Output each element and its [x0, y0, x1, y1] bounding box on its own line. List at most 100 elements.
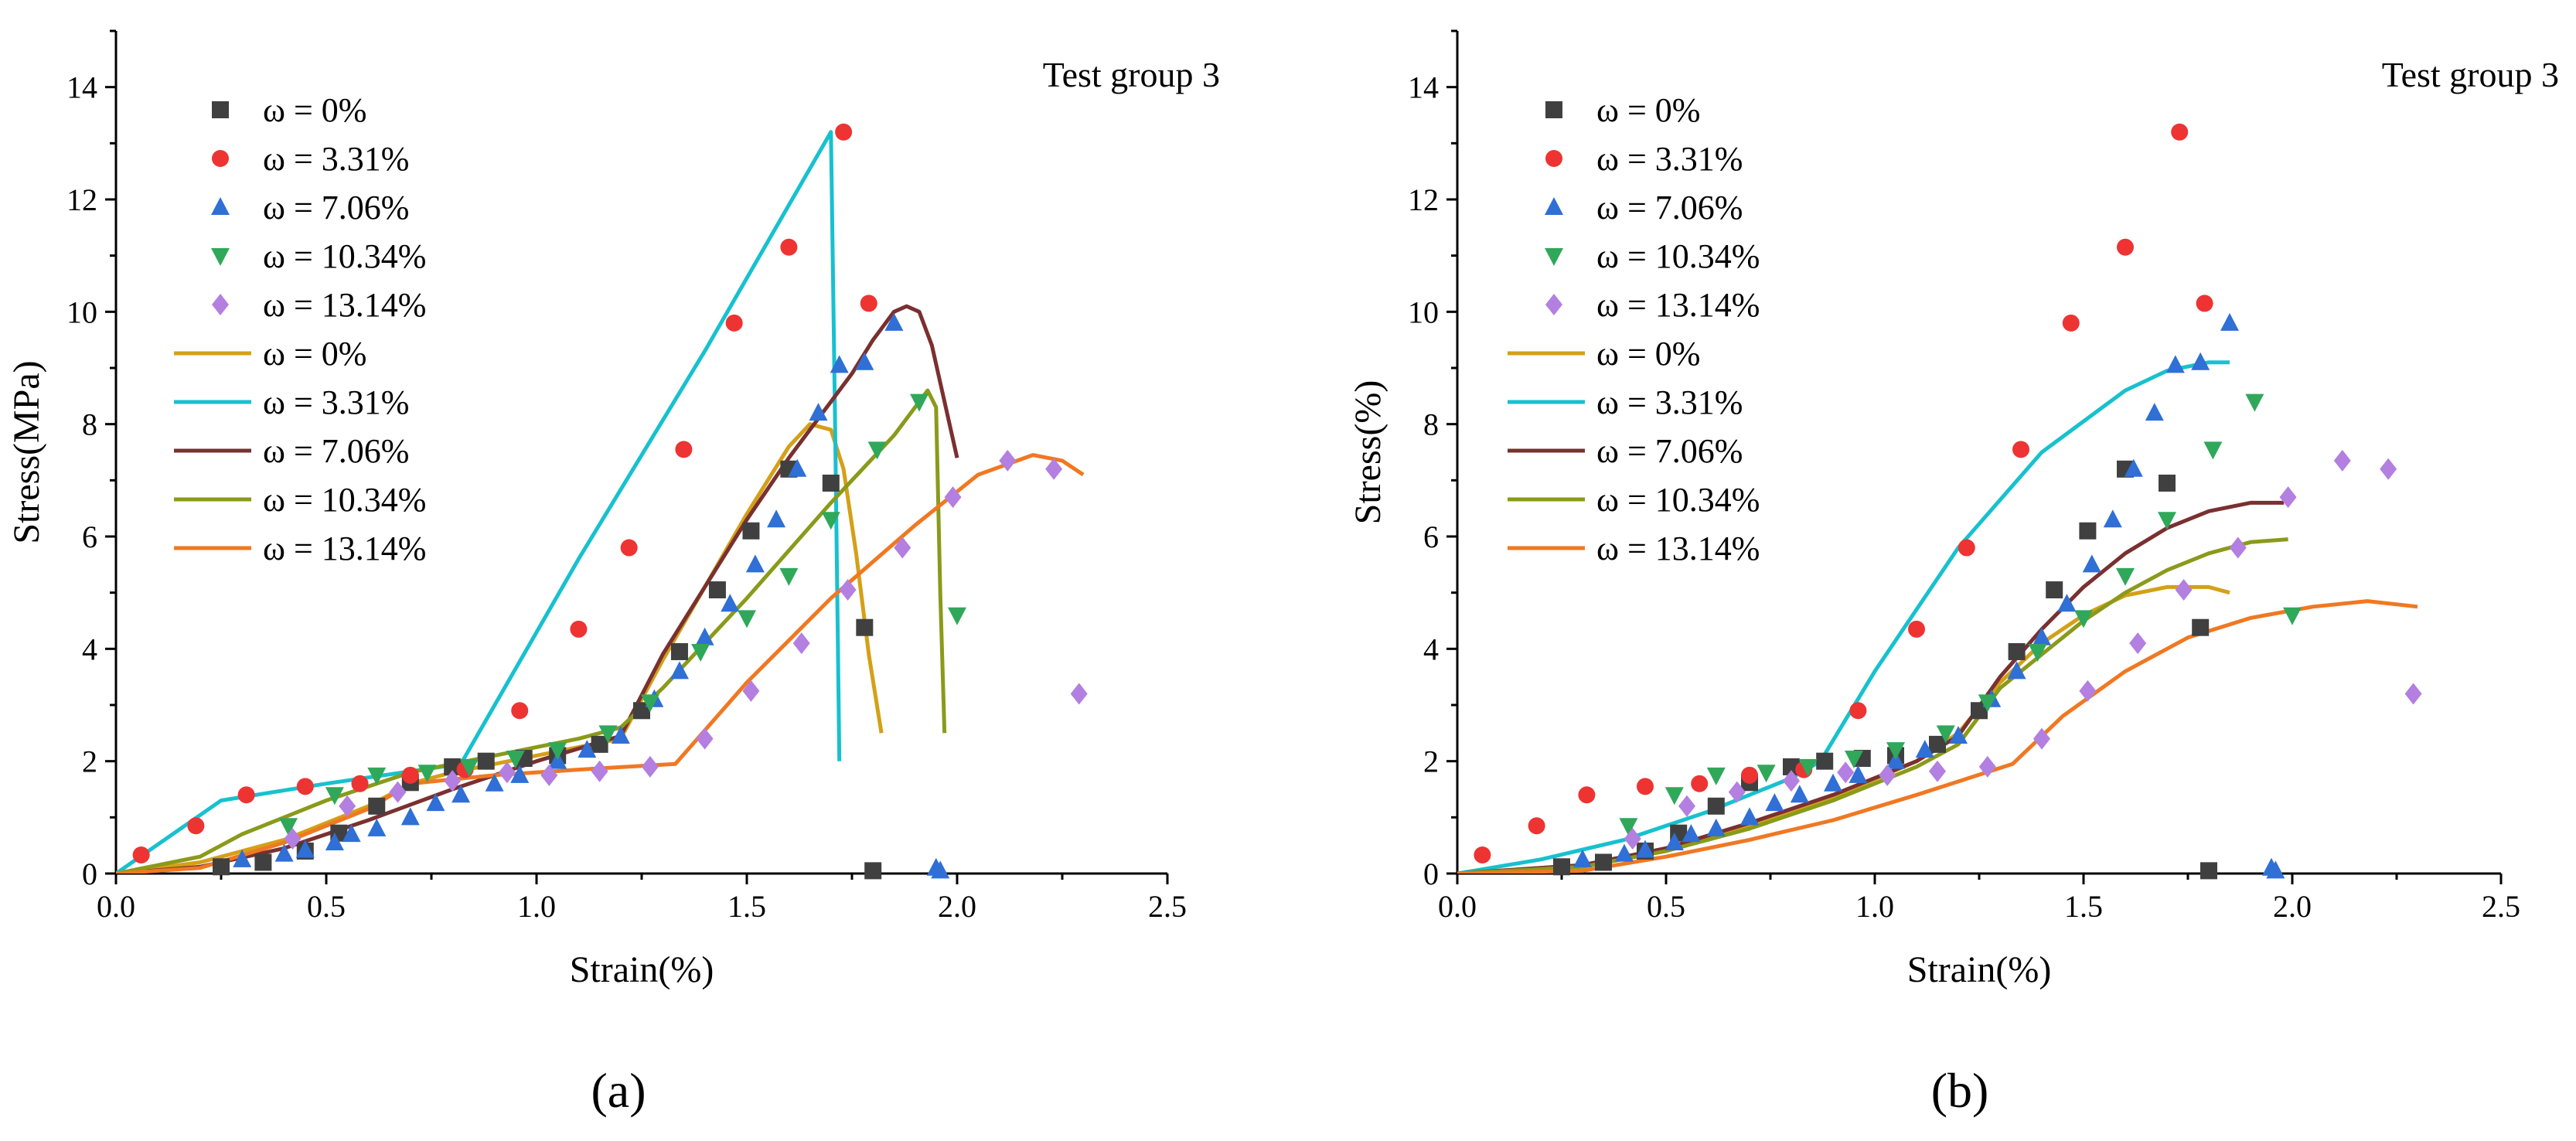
legend-entry-label: ω = 0%: [1596, 91, 1700, 129]
data-point-13-14: [339, 795, 356, 817]
data-point-3-31: [725, 314, 743, 332]
y-tick-label: 8: [82, 407, 97, 442]
data-point-7-06: [2191, 352, 2210, 370]
data-point-13-14: [2175, 579, 2193, 601]
fit-line-10-34: [1457, 537, 2288, 874]
data-point-10-34: [598, 725, 618, 744]
legend-entry-label: ω = 7.06%: [263, 432, 409, 470]
legend-entry-label: ω = 3.31%: [263, 383, 409, 421]
panel-label: (b): [1931, 1063, 1989, 1118]
data-point-0: [2046, 581, 2063, 599]
data-point-0: [254, 853, 272, 871]
data-point-13-14: [999, 449, 1017, 472]
data-point-7-06: [1824, 773, 1842, 792]
y-tick-label: 2: [1423, 744, 1439, 779]
data-point-0: [742, 522, 760, 540]
data-point-10-34: [1619, 818, 1638, 836]
data-point-7-06: [1886, 751, 1905, 769]
data-point-0: [1929, 735, 1946, 753]
data-point-0: [2079, 522, 2097, 540]
data-point-10-34: [2028, 643, 2047, 662]
legend-entry-label: ω = 10.34%: [1596, 481, 1760, 519]
x-tick-label: 2.0: [2273, 889, 2312, 924]
data-point-7-06: [2033, 627, 2051, 645]
data-point-13-14: [742, 679, 760, 702]
x-tick-label: 0.0: [1438, 889, 1477, 924]
data-point-7-06: [325, 833, 344, 851]
data-point-3-31: [1741, 766, 1758, 784]
legend-entry-label: ω = 10.34%: [263, 237, 426, 275]
x-tick-label: 2.5: [2482, 889, 2520, 924]
data-point-3-31: [1528, 817, 1545, 835]
data-point-13-14: [540, 764, 558, 786]
data-point-10-34: [2158, 512, 2176, 530]
data-point-13-14: [792, 632, 810, 655]
data-point-7-06: [884, 312, 904, 331]
data-point-0: [1595, 853, 1612, 871]
data-point-13-14: [1929, 760, 1946, 782]
data-point-3-31: [2117, 238, 2134, 256]
fit-line-7-06: [1457, 500, 2285, 874]
data-point-7-06: [1573, 849, 1592, 867]
data-point-0: [1707, 797, 1725, 815]
legend-marker: [1545, 197, 1563, 215]
scatter-series-3-31: [1474, 123, 2213, 864]
data-point-3-31: [401, 766, 419, 784]
fit-line-3-31: [116, 130, 842, 874]
data-point-13-14: [2033, 727, 2050, 750]
data-point-13-14: [444, 770, 462, 792]
data-point-7-06: [855, 352, 874, 370]
data-point-3-31: [511, 702, 529, 720]
data-point-3-31: [187, 817, 205, 835]
data-point-13-14: [2279, 486, 2297, 509]
data-point-13-14: [894, 536, 911, 559]
data-point-3-31: [2012, 441, 2029, 458]
data-point-7-06: [367, 818, 387, 836]
legend-marker: [1545, 150, 1562, 167]
y-axis-label: Stress(MPa): [6, 360, 47, 543]
y-tick-label: 14: [1408, 70, 1439, 105]
data-point-10-34: [910, 393, 929, 412]
data-point-3-31: [780, 238, 798, 256]
data-point-7-06: [2266, 860, 2285, 879]
data-point-3-31: [1849, 702, 1867, 720]
x-tick-label: 0.0: [97, 889, 135, 924]
data-point-0: [477, 752, 495, 770]
legend-entry-label: ω = 7.06%: [1596, 432, 1743, 470]
legend-entry-label: ω = 3.31%: [263, 140, 409, 178]
x-tick-label: 2.5: [1148, 889, 1187, 924]
data-point-0: [2159, 474, 2176, 492]
legend-marker: [212, 294, 229, 315]
data-point-7-06: [745, 554, 765, 573]
scatter-series-10-34: [1619, 393, 2302, 836]
data-point-13-14: [2229, 536, 2247, 559]
x-axis-label: Strain(%): [570, 949, 714, 990]
data-point-7-06: [2124, 458, 2143, 477]
data-point-7-06: [670, 661, 689, 679]
data-point-7-06: [451, 785, 471, 803]
data-point-7-06: [1636, 840, 1654, 858]
data-point-13-14: [641, 755, 659, 778]
data-point-0: [1553, 858, 1570, 876]
data-point-10-34: [821, 512, 840, 530]
legend: ω = 0% ω = 3.31% ω = 7.06% ω = 10.34% ω = 13…: [1508, 91, 1760, 567]
scatter-series-3-31: [132, 123, 877, 864]
data-point-3-31: [1908, 620, 1925, 638]
x-tick-label: 0.5: [307, 889, 346, 924]
fit-line-10-34: [116, 388, 947, 874]
data-point-10-34: [640, 694, 659, 713]
data-point-7-06: [695, 627, 714, 645]
data-point-0: [591, 735, 608, 753]
data-point-13-14: [1837, 761, 1855, 784]
data-point-0: [213, 858, 230, 876]
data-point-7-06: [1765, 793, 1784, 812]
data-point-7-06: [1682, 824, 1701, 843]
data-point-10-34: [325, 787, 344, 806]
data-point-13-14: [1045, 458, 1063, 480]
legend-entry-label: ω = 7.06%: [263, 189, 409, 226]
legend-marker: [1545, 294, 1562, 315]
legend-entry-label: ω = 10.34%: [1596, 237, 1760, 275]
data-point-13-14: [1879, 764, 1896, 786]
data-point-7-06: [485, 773, 504, 792]
